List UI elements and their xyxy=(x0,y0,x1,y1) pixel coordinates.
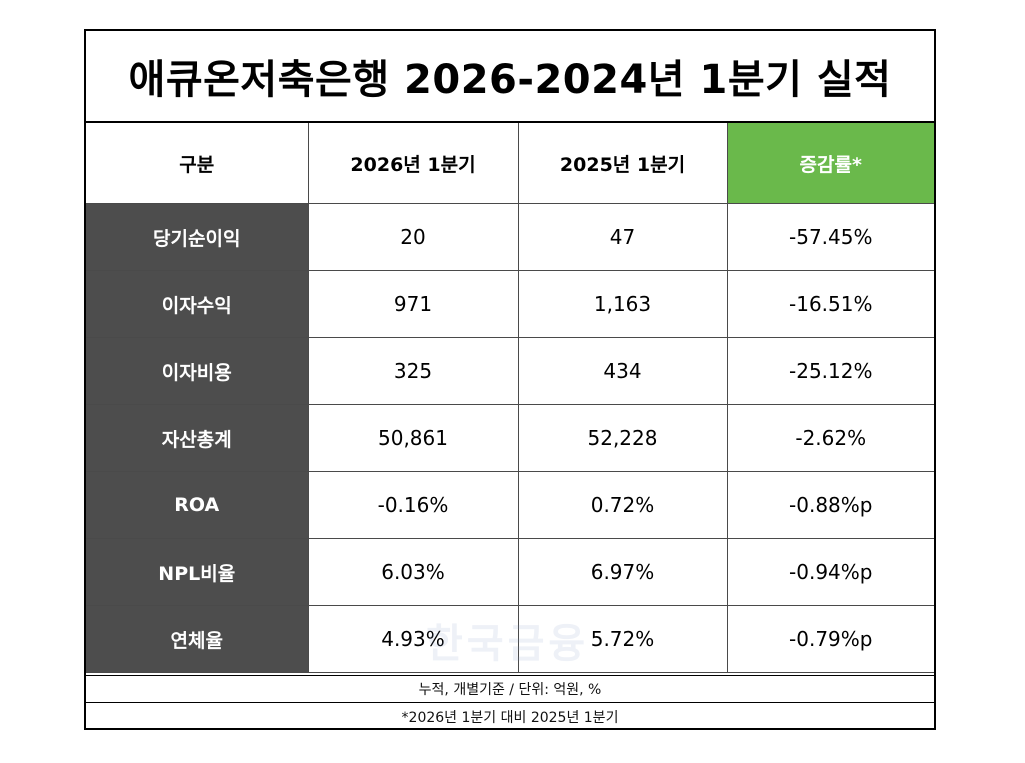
comparison-note: *2026년 1분기 대비 2025년 1분기 xyxy=(401,710,619,726)
basis-note: 누적, 개별기준 / 단위: 억원, % xyxy=(86,675,934,703)
cell-2026: 325 xyxy=(307,337,519,405)
header-2025-q1: 2025년 1분기 xyxy=(517,123,728,204)
cell-change: -2.62% xyxy=(726,404,934,472)
table-row: 연체율 4.93% 5.72% -0.79%p xyxy=(86,605,934,673)
table-row: 당기순이익 20 47 -57.45% xyxy=(86,203,934,271)
row-label: 당기순이익 xyxy=(86,203,309,271)
row-label: 자산총계 xyxy=(86,404,309,472)
table-row: 자산총계 50,861 52,228 -2.62% xyxy=(86,404,934,472)
cell-2026: 971 xyxy=(307,270,519,338)
row-label: 이자비용 xyxy=(86,337,309,405)
results-table: 구분 2026년 1분기 2025년 1분기 증감률* 당기순이익 20 47 … xyxy=(86,123,934,673)
header-change-rate: 증감률* xyxy=(726,123,934,204)
table-row: ROA -0.16% 0.72% -0.88%p xyxy=(86,471,934,539)
cell-2026: 20 xyxy=(307,203,519,271)
row-label: NPL비율 xyxy=(86,538,309,606)
cell-change: -0.79%p xyxy=(726,605,934,673)
table-row: NPL비율 6.03% 6.97% -0.94%p xyxy=(86,538,934,606)
table-header-row: 구분 2026년 1분기 2025년 1분기 증감률* xyxy=(86,123,934,204)
row-label: 이자수익 xyxy=(86,270,309,338)
table-row: 이자비용 325 434 -25.12% xyxy=(86,337,934,405)
cell-2025: 6.97% xyxy=(517,538,728,606)
cell-2025: 434 xyxy=(517,337,728,405)
cell-2026: 4.93% xyxy=(307,605,519,673)
cell-2025: 1,163 xyxy=(517,270,728,338)
results-table-frame: 애큐온저축은행 2026-2024년 1분기 실적 구분 2026년 1분기 2… xyxy=(84,29,936,730)
table-row: 이자수익 971 1,163 -16.51% xyxy=(86,270,934,338)
cell-2026: 6.03% xyxy=(307,538,519,606)
cell-2025: 47 xyxy=(517,203,728,271)
cell-2026: 50,861 xyxy=(307,404,519,472)
cell-change: -0.94%p xyxy=(726,538,934,606)
cell-2025: 52,228 xyxy=(517,404,728,472)
header-category: 구분 xyxy=(86,123,309,204)
cell-2025: 0.72% xyxy=(517,471,728,539)
cell-change: -57.45% xyxy=(726,203,934,271)
header-2026-q1: 2026년 1분기 xyxy=(307,123,519,204)
cell-2026: -0.16% xyxy=(307,471,519,539)
row-label: 연체율 xyxy=(86,605,309,673)
page-title: 애큐온저축은행 2026-2024년 1분기 실적 xyxy=(86,31,934,123)
cell-change: -0.88%p xyxy=(726,471,934,539)
cell-change: -16.51% xyxy=(726,270,934,338)
cell-2025: 5.72% xyxy=(517,605,728,673)
row-label: ROA xyxy=(86,471,309,539)
cell-change: -25.12% xyxy=(726,337,934,405)
